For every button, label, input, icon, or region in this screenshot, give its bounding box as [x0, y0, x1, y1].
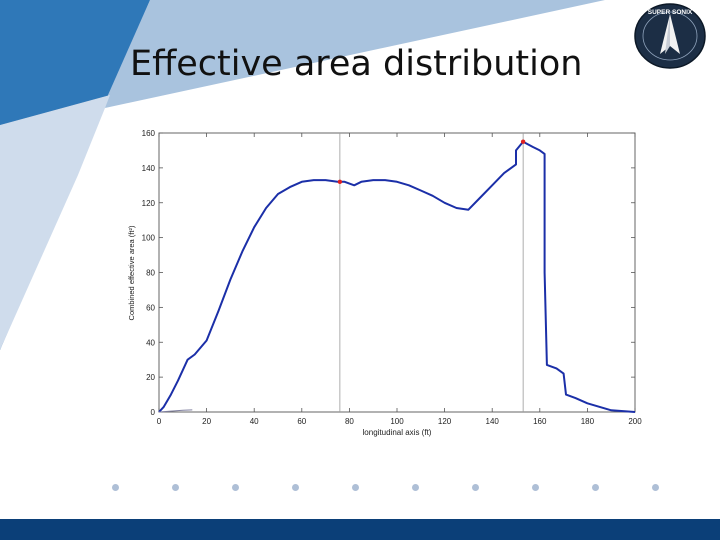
dot — [112, 484, 119, 491]
x-tick-label: 160 — [533, 417, 547, 426]
secondary-series-line — [158, 409, 193, 413]
dot — [652, 484, 659, 491]
mid-blue-band — [0, 0, 150, 125]
x-tick-label: 180 — [581, 417, 595, 426]
dot — [172, 484, 179, 491]
x-tick-label: 0 — [157, 417, 162, 426]
y-tick-label: 120 — [142, 199, 156, 208]
footer-bar — [0, 519, 720, 540]
dot — [352, 484, 359, 491]
x-axis-label: longitudinal axis (ft) — [363, 428, 432, 437]
y-tick-label: 160 — [142, 129, 156, 138]
x-tick-label: 200 — [628, 417, 642, 426]
y-axis-label: Combined effective area (ft²) — [127, 225, 136, 320]
decorative-dots — [0, 480, 720, 496]
plot-area — [158, 132, 636, 413]
y-tick-label: 40 — [146, 338, 155, 347]
dot — [532, 484, 539, 491]
x-tick-label: 140 — [486, 417, 500, 426]
x-tick-label: 20 — [202, 417, 211, 426]
y-tick-label: 140 — [142, 164, 156, 173]
y-tick-label: 20 — [146, 373, 155, 382]
area-series-line — [158, 140, 636, 413]
light-blue-band — [105, 0, 605, 108]
dot — [232, 484, 239, 491]
y-tick-label: 80 — [146, 269, 155, 278]
y-tick-label: 60 — [146, 303, 155, 312]
x-tick-label: 120 — [438, 417, 452, 426]
dark-blue-wedge — [0, 175, 78, 350]
effective-area-chart: 0 20 40 60 80 100 120 140 160 180 200 0 20 40 60 80 100… — [127, 129, 642, 437]
dot — [472, 484, 479, 491]
x-tick-label: 100 — [390, 417, 404, 426]
dot — [592, 484, 599, 491]
slide-title: Effective area distribution — [130, 44, 583, 84]
x-tick-label: 40 — [250, 417, 259, 426]
peak-marker — [337, 179, 343, 185]
peak-marker — [520, 139, 526, 144]
x-tick-label: 80 — [345, 417, 354, 426]
dot — [292, 484, 299, 491]
dot — [412, 484, 419, 491]
rocket-emblem-icon: SUPER SONIX — [634, 3, 706, 69]
logo-text: SUPER SONIX — [648, 9, 693, 16]
light-blue-wedge — [0, 95, 110, 350]
y-tick-label: 100 — [142, 234, 156, 243]
x-tick-label: 60 — [297, 417, 306, 426]
y-tick-label: 0 — [151, 408, 156, 417]
